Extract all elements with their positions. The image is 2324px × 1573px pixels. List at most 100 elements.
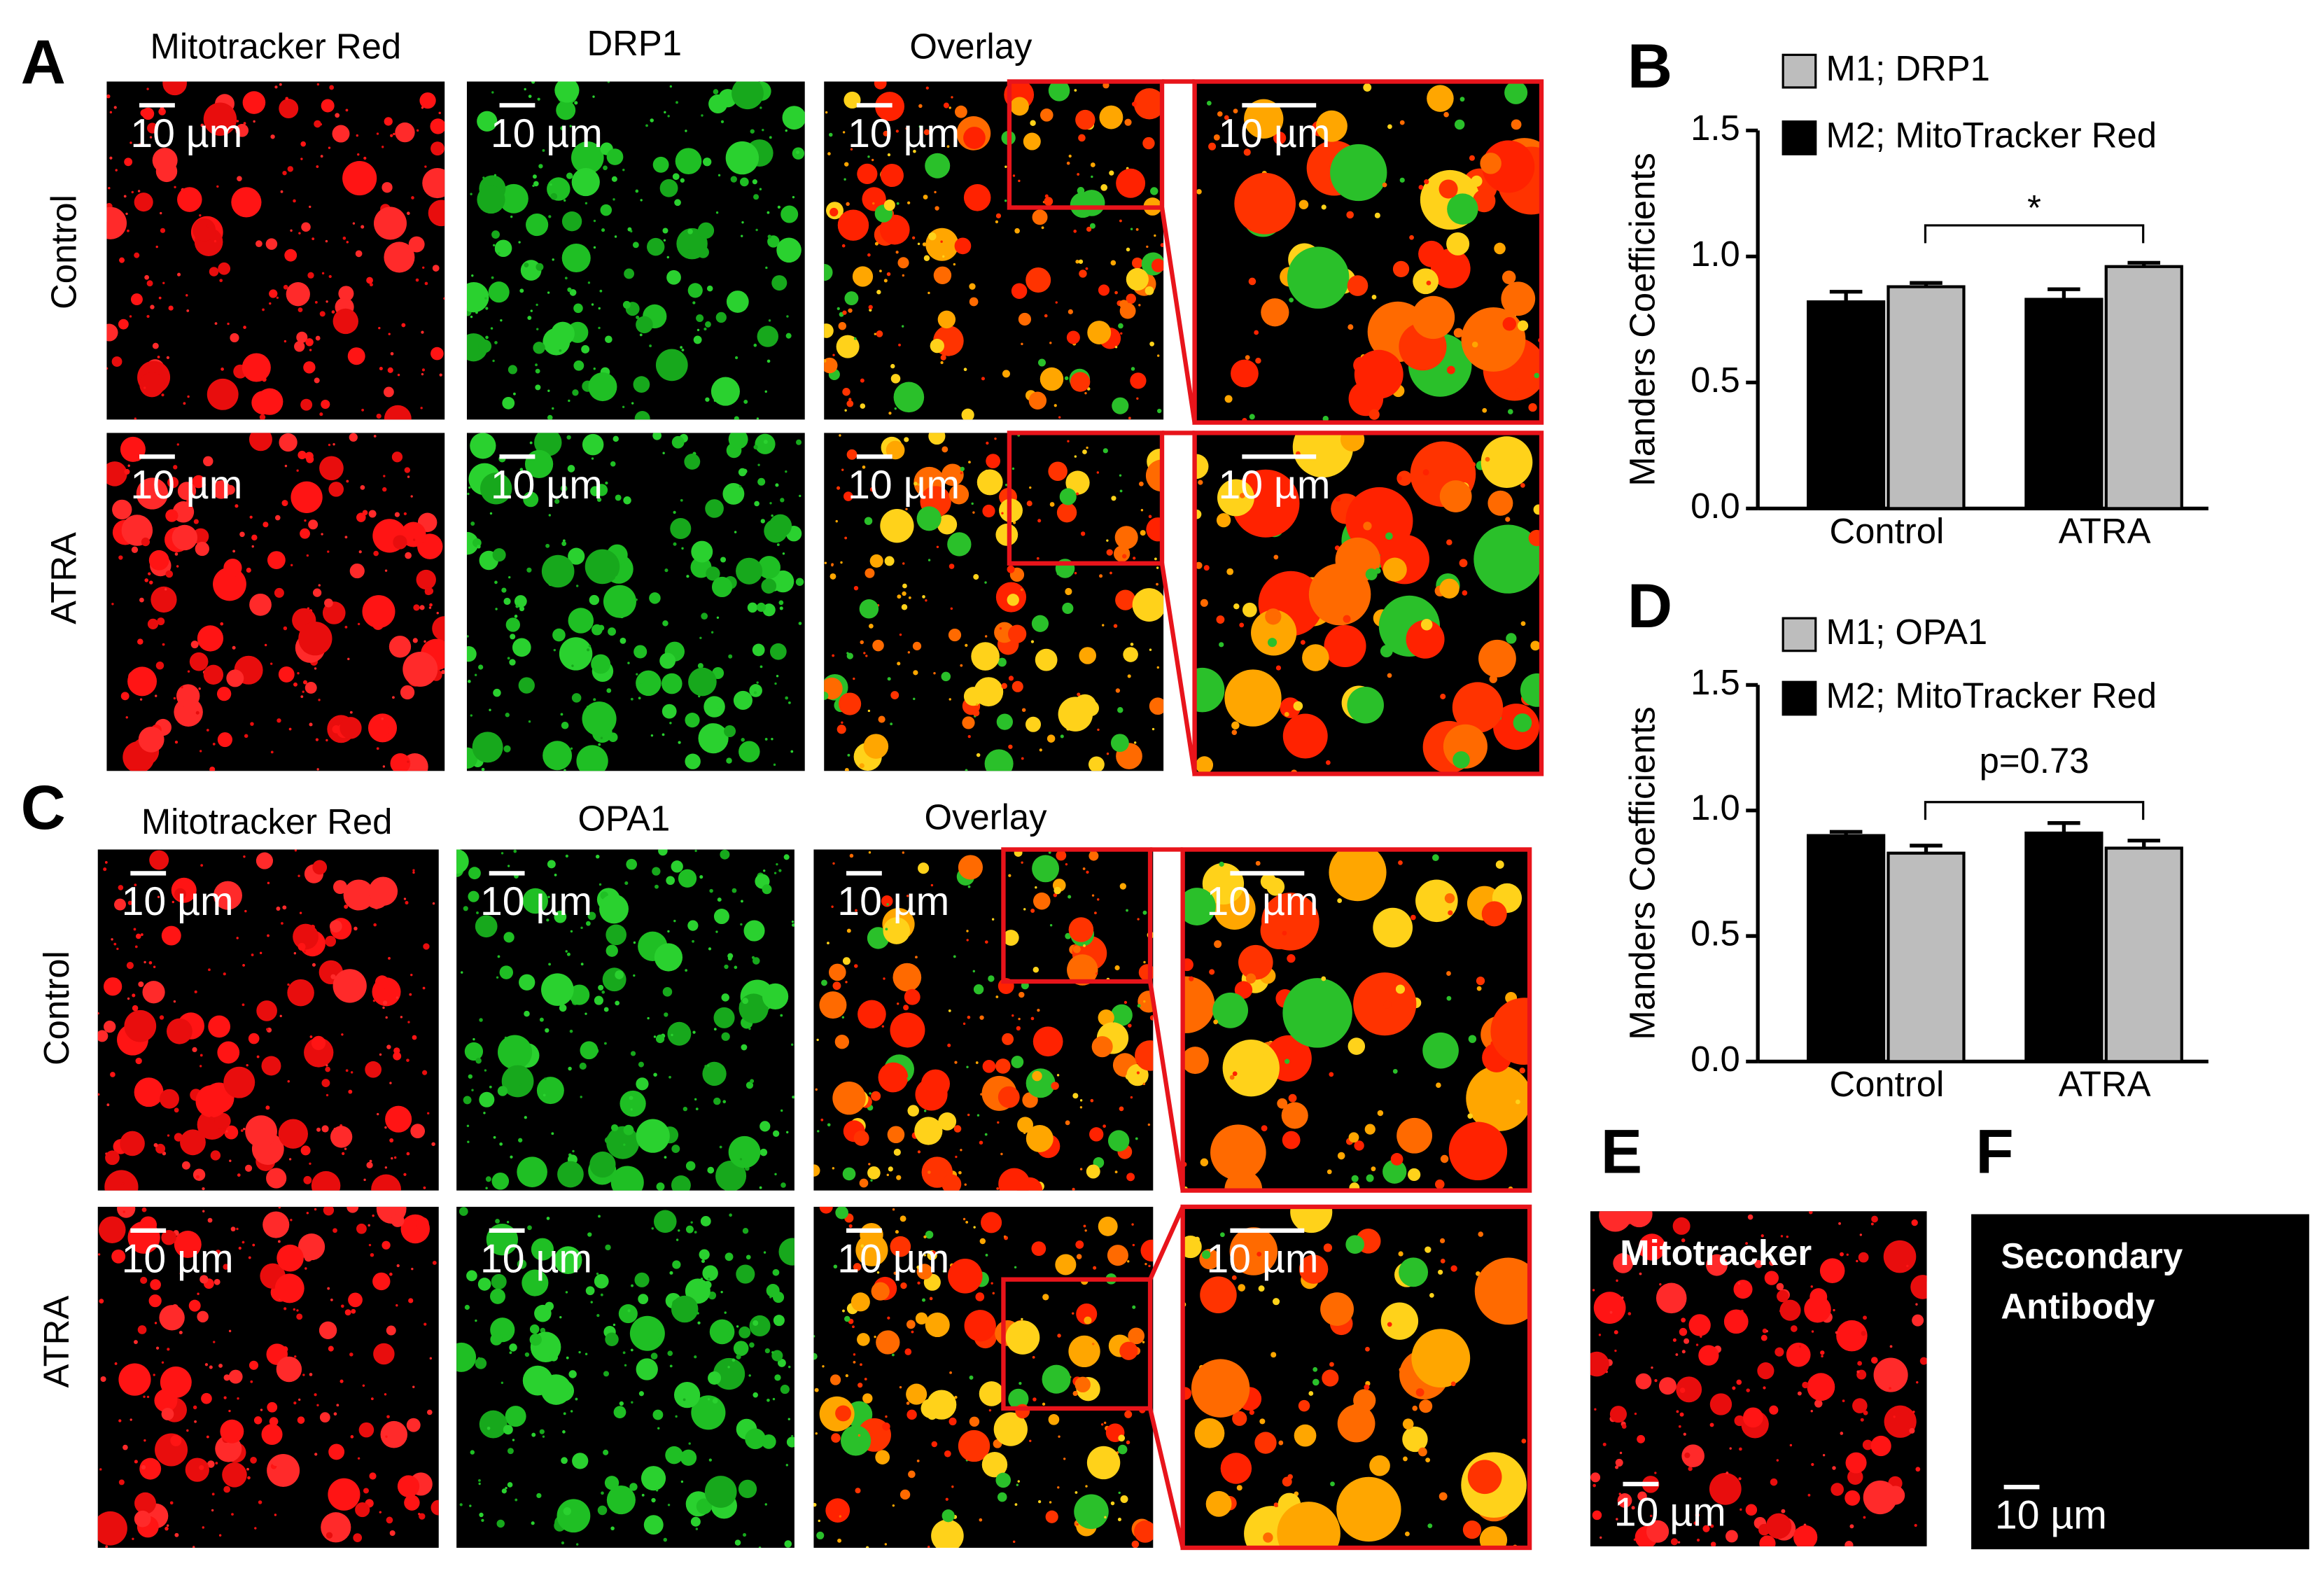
signal [1118,1434,1126,1442]
signal [1014,228,1020,234]
signal [309,205,312,209]
signal [719,1145,722,1149]
signal [596,497,602,502]
signal [864,568,875,578]
signal [791,920,794,923]
signal [757,463,760,466]
signal [350,1435,354,1439]
signal [1390,1153,1404,1166]
signal [1234,981,1253,999]
signal [279,1014,282,1018]
signal [1004,200,1007,202]
signal [1243,148,1251,156]
signal [948,564,955,569]
signal [1440,1259,1446,1264]
signal [1093,1266,1097,1270]
signal [844,536,848,540]
signal [710,377,740,406]
signal [547,414,553,420]
signal [594,995,603,1005]
signal [634,1272,650,1287]
signal [479,1512,484,1518]
signal [267,551,286,570]
signal [217,732,232,748]
signal [384,569,388,572]
signal [767,235,772,239]
signal [322,1324,328,1330]
signal [953,1125,962,1133]
signal [348,1292,363,1308]
signal [988,1408,992,1412]
signal [914,1117,943,1145]
signal [1290,1206,1333,1233]
signal [598,883,602,886]
signal [133,1340,138,1345]
signal [1261,893,1320,951]
signal [1104,1516,1107,1519]
signal [118,555,123,560]
signal [775,483,779,487]
signal [153,1142,158,1147]
signal [948,484,969,505]
signal [1308,1391,1314,1396]
signal [432,902,435,905]
signal [529,441,533,445]
signal [369,1472,377,1480]
signal [170,1434,182,1446]
signal [771,1351,774,1354]
signal [1191,1359,1250,1418]
signal [687,249,692,253]
signal [1448,1121,1508,1180]
signal [1113,624,1118,628]
signal [217,1041,240,1064]
signal [596,1314,600,1317]
signal [1030,640,1035,643]
signal [762,884,772,895]
signal [1015,1404,1030,1419]
signal [820,1118,824,1121]
signal [195,711,200,715]
signal [984,1133,988,1136]
signal [879,214,910,245]
signal [1446,232,1470,256]
signal [491,91,494,94]
signal [1219,861,1224,867]
signal [651,1497,656,1503]
signal [1425,1457,1431,1463]
signal [902,274,905,277]
signal [1002,1033,1014,1045]
signal [314,1453,318,1456]
signal [167,1134,170,1137]
signal [1031,1241,1046,1256]
signal [1814,1399,1823,1408]
signal [264,643,267,647]
signal [328,1345,334,1352]
signal [1387,1322,1392,1327]
signal [1085,267,1088,270]
signal [427,1112,430,1114]
signal [796,439,802,445]
signal [1710,1524,1714,1528]
signal [278,666,295,683]
signal [198,687,201,690]
signal [854,964,858,968]
signal [1732,1386,1736,1390]
signal [548,963,552,966]
signal [155,694,158,697]
signal [655,349,688,382]
signal [182,1161,190,1170]
signal [489,708,491,711]
micrograph: 10 µm [824,81,1164,420]
signal [129,315,132,318]
signal [279,433,298,452]
signal [1323,1243,1333,1252]
signal [778,600,784,606]
signal [691,540,713,563]
signal [605,335,612,344]
texture [1194,433,1542,774]
signal [218,1363,223,1368]
signal [160,211,162,215]
signal [304,1253,313,1262]
signal [154,1389,178,1413]
zoom-border [1180,1204,1532,1551]
